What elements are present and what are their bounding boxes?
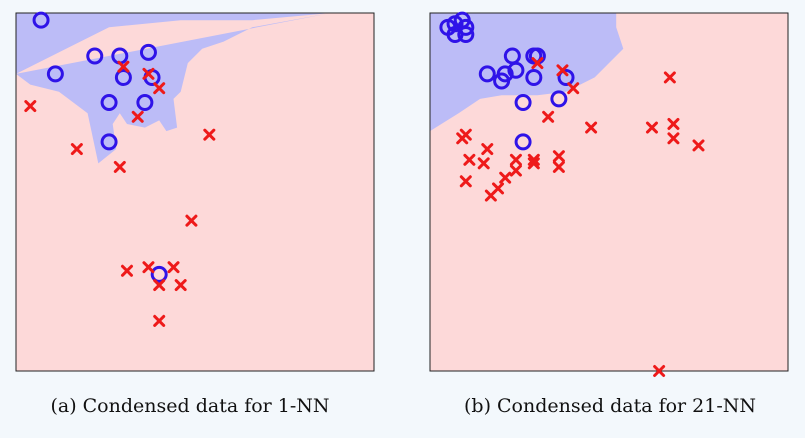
panel-b-circle-point	[557, 68, 575, 86]
panel-b-circle-point	[507, 61, 525, 79]
panel-b-cross-point	[663, 71, 676, 84]
panel-b-cross-point	[552, 150, 565, 163]
panel-b-cross-point	[692, 139, 705, 152]
panel-b-cross-point	[463, 153, 476, 166]
panel-a-circle-point	[136, 94, 154, 111]
panel-a-cross-point	[120, 264, 133, 277]
panel-b-cross-point	[645, 121, 658, 134]
panel-a-cross-point	[24, 100, 37, 113]
panel-b-cross-point	[459, 175, 472, 188]
panel-b-cross-point	[667, 132, 680, 145]
panel-b-cross-point	[567, 82, 580, 95]
panel-a-cross-point	[131, 110, 144, 123]
panel-b-cross-point	[552, 160, 565, 173]
panel-b-cross-point	[667, 117, 680, 130]
panel-a-plot	[15, 11, 375, 372]
panel-a-cross-point	[113, 160, 126, 173]
panel-b-circle-point	[514, 133, 532, 151]
panel-b-cross-point	[653, 365, 666, 377]
panel-b-cross-point	[527, 157, 540, 170]
panel-b-circle-point	[478, 65, 496, 83]
panel-a-cross-point	[117, 60, 130, 73]
panel-b-circle-point	[550, 90, 568, 108]
panel-a-circle-point	[150, 265, 168, 283]
panel-b-cross-point	[585, 121, 598, 134]
panel-b-cross-point	[527, 153, 540, 166]
panel-b-cross-point	[509, 164, 522, 177]
panel-a-circle-point	[46, 65, 64, 83]
panel-b-cross-point	[556, 64, 569, 77]
panel-a-cross-point	[185, 214, 198, 227]
panel-b-cross-point	[477, 157, 490, 170]
panel-a-caption: (a) Condensed data for 1-NN	[50, 395, 330, 417]
panel-b-circle-point	[514, 94, 532, 111]
panel-a-cross-point	[142, 67, 155, 80]
panel-a-circle-point	[32, 11, 50, 29]
panel-b-cross-point	[542, 110, 555, 123]
panel-a-cross-point	[153, 279, 166, 292]
panel-a-cross-point	[70, 143, 83, 156]
panel-b-circle-point	[457, 25, 475, 43]
panel-a-frame	[15, 12, 375, 372]
panel-b-caption: (b) Condensed data for 21-NN	[463, 395, 757, 417]
panel-b-plot	[429, 11, 789, 377]
panel-a-circle-point	[100, 133, 118, 151]
panel-b-circle-region	[430, 13, 624, 132]
panel-a-cross-point	[142, 261, 155, 274]
panel-b-cross-point	[481, 143, 494, 156]
panel-b-cross-point	[484, 189, 497, 202]
panel-b-cross-point	[459, 128, 472, 141]
panel-a-circle-point	[86, 47, 104, 65]
panel-a-circle-point	[114, 68, 132, 86]
panel-a-cross-point	[153, 82, 166, 95]
panel-a-cross-point	[153, 314, 166, 327]
panel-b-cross-point	[509, 153, 522, 166]
panel-a-circle-point	[139, 43, 157, 61]
panel-b-cross-point	[531, 57, 544, 70]
panel-b-circle-point	[446, 25, 464, 43]
panel-b-circle-point	[525, 68, 543, 86]
panel-a-cross-point	[174, 279, 187, 292]
panel-a-circle-point	[100, 94, 118, 111]
panel-a-cross-point	[167, 261, 180, 274]
panel-b-frame	[429, 12, 789, 372]
panel-a-cross-point	[203, 128, 216, 141]
panel-b-circle-point	[493, 72, 511, 90]
panel-a-circle-region	[16, 13, 331, 164]
panel-b-cross-point	[499, 171, 512, 184]
